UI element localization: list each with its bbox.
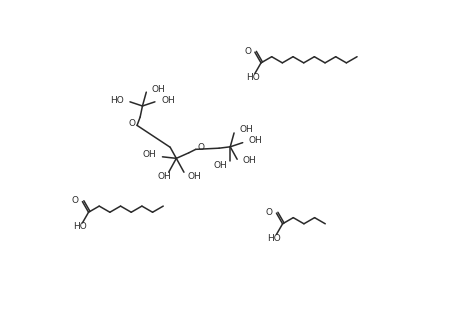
Text: OH: OH [249,136,263,145]
Text: HO: HO [267,234,281,243]
Text: OH: OH [239,125,253,134]
Text: OH: OH [158,172,172,181]
Text: HO: HO [73,222,87,231]
Text: HO: HO [246,73,259,82]
Text: OH: OH [243,156,256,165]
Text: O: O [72,196,79,205]
Text: OH: OH [213,161,227,170]
Text: OH: OH [161,96,175,105]
Text: O: O [266,208,272,217]
Text: OH: OH [188,172,201,181]
Text: O: O [198,143,205,151]
Text: OH: OH [152,84,166,94]
Text: HO: HO [110,96,124,105]
Text: O: O [244,47,251,56]
Text: O: O [128,119,135,128]
Text: OH: OH [143,150,156,159]
